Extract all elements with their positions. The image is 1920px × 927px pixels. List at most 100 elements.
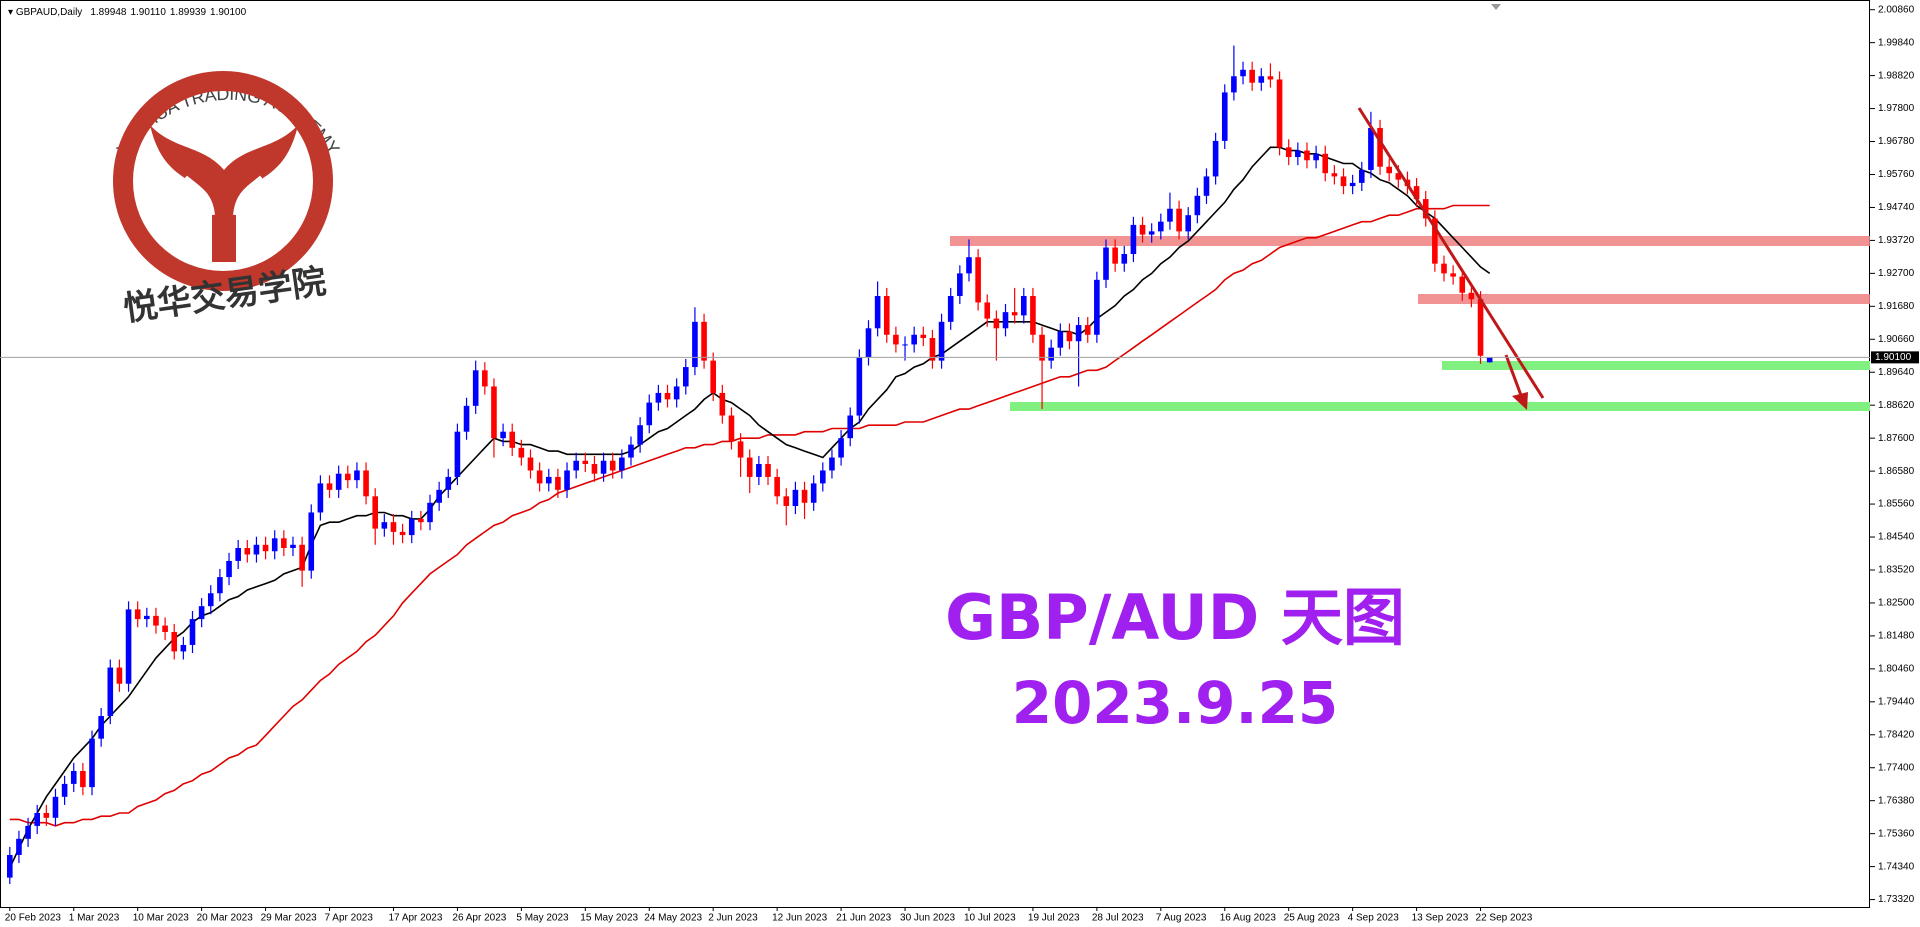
candle-body (801, 489, 808, 503)
logo-mark-detail (183, 175, 264, 216)
candle-body (1258, 76, 1265, 83)
candle-body (1139, 224, 1146, 235)
candle-body (829, 457, 835, 471)
candle-body (1486, 357, 1493, 363)
candle-body (125, 609, 132, 684)
candle-body (810, 483, 817, 503)
candle-body (1158, 221, 1164, 232)
candle-body (783, 496, 790, 507)
x-tick-label: 13 Sep 2023 (1412, 913, 1469, 924)
candle-body (16, 838, 22, 855)
candle-body (1377, 127, 1383, 167)
header-low: 1.89939 (170, 7, 207, 18)
y-tick-label: 1.76380 (1878, 795, 1915, 806)
x-tick-label: 12 Jun 2023 (772, 913, 827, 924)
candle-body (180, 644, 187, 652)
candle-body (390, 522, 397, 532)
x-tick-label: 15 May 2023 (580, 913, 638, 924)
candle-body (198, 606, 205, 620)
candle-body (874, 295, 881, 329)
candle-body (564, 470, 570, 490)
candle-body (893, 334, 899, 345)
y-tick-label: 1.83520 (1878, 565, 1915, 576)
candle-body (144, 615, 150, 620)
candle-body (865, 328, 872, 358)
candle-body (609, 460, 616, 471)
candle-body (518, 447, 525, 458)
x-tick-label: 2 Jun 2023 (708, 913, 758, 924)
candle-body (491, 386, 497, 439)
y-tick-label: 1.78420 (1878, 729, 1915, 740)
candle-body (116, 667, 123, 684)
y-tick-label: 2.00860 (1878, 4, 1915, 15)
chart-title: GBP/AUD 天图 (945, 581, 1405, 654)
candle-body (262, 544, 269, 552)
x-tick-label: 29 Mar 2023 (261, 913, 318, 924)
candle-body (500, 431, 506, 439)
candle-body (271, 538, 278, 552)
candle-body (1039, 334, 1045, 361)
logo-mark (150, 125, 298, 262)
candle-body (1075, 325, 1082, 342)
header-high: 1.90110 (130, 7, 166, 18)
x-tick-label: 10 Jul 2023 (964, 913, 1016, 924)
candle-body (1422, 199, 1429, 219)
candle-body (1459, 276, 1466, 293)
header-symbol: ▾ (8, 7, 16, 18)
candle-body (1148, 231, 1155, 235)
candle-body (281, 538, 287, 549)
candle-body (1441, 263, 1447, 274)
candle-body (902, 344, 908, 346)
candle-body (52, 796, 59, 818)
x-tick-label: 30 Jun 2023 (900, 913, 955, 924)
candle-body (445, 476, 452, 490)
header-symbol: GBPAUD,Daily (16, 7, 83, 18)
candle-body (692, 321, 698, 368)
y-tick-label: 1.90660 (1878, 334, 1915, 345)
x-tick-label: 16 Aug 2023 (1220, 913, 1277, 924)
y-tick-label: 1.92700 (1878, 268, 1915, 279)
candle-body (1276, 79, 1283, 148)
candle-body (25, 825, 31, 839)
candle-body (70, 770, 77, 784)
candle-body (847, 415, 854, 439)
data-layer (7, 45, 1493, 885)
candle-body (326, 483, 333, 490)
x-tick-label: 1 Mar 2023 (69, 913, 120, 924)
candle-body (1413, 186, 1420, 200)
trend-line (1357, 107, 1545, 399)
x-tick-label: 24 May 2023 (644, 913, 702, 924)
y-tick-label: 1.80460 (1878, 664, 1915, 675)
candle-body (929, 337, 936, 361)
candle-body (308, 512, 315, 571)
candle-body (1048, 347, 1054, 361)
candle-body (984, 302, 991, 319)
candle-body (1167, 208, 1173, 222)
candle-body (1002, 312, 1009, 329)
candle-body (619, 457, 625, 471)
candle-body (1231, 76, 1237, 93)
candle-body (966, 257, 972, 274)
candle-body (217, 577, 223, 594)
price-label-box (1871, 351, 1919, 364)
annotations: GBP/AUD 天图 2023.9.25 (945, 4, 1545, 737)
x-tick-label: 19 Jul 2023 (1028, 913, 1080, 924)
candle-body (756, 464, 762, 477)
candle-body (299, 544, 305, 571)
y-tick-label: 1.75360 (1878, 828, 1915, 839)
candle-body (573, 460, 579, 471)
plot-frame (0, 0, 1870, 908)
header: ▾ GBPAUD,Daily 1.89948 1.90110 1.89939 1.901… (8, 7, 247, 18)
candle-body (1121, 253, 1128, 264)
candle-body (244, 548, 251, 555)
support-zone (1010, 402, 1870, 411)
candle-body (162, 625, 168, 633)
candle-body (1331, 173, 1338, 177)
candle-body (207, 593, 214, 607)
header-open: 1.89948 (90, 7, 127, 18)
candle-body (482, 370, 488, 387)
candle-body (628, 444, 634, 458)
candle-body (938, 321, 945, 361)
candle-body (947, 295, 954, 322)
candle-body (1130, 224, 1137, 254)
